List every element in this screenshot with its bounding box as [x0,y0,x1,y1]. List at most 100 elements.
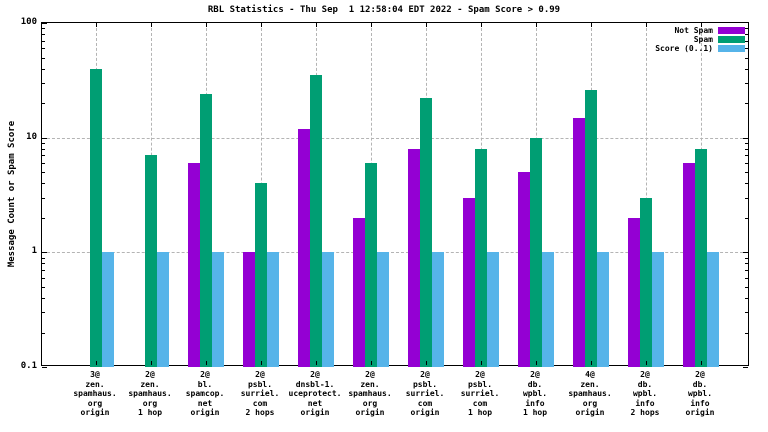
y-tick-mark [42,48,45,50]
x-category-label: 2@ zen. spamhaus. org origin [348,370,392,417]
y-tick-mark [42,34,45,36]
x-tick-mark [646,23,647,27]
y-tick-mark [745,183,748,185]
y-tick-mark [42,183,45,185]
x-category-label: 2@ db. wpbl. info 2 hops [630,370,660,417]
legend-label-score: Score (0..1) [655,44,713,53]
bar-spam [640,197,652,367]
y-tick-mark [745,332,748,334]
y-tick-mark [42,57,45,59]
y-tick-mark [745,48,748,50]
bar-spam [310,75,322,367]
bar-score-0-1- [102,252,114,367]
gridline-horizontal [42,252,748,254]
y-tick-mark [745,148,748,150]
bar-spam [475,148,487,367]
x-tick-mark [96,23,97,27]
x-category-label: 2@ psbl. surriel. com 2 hops [240,370,280,417]
bar-score-0-1- [212,252,224,367]
legend-swatch-not-spam [718,27,745,34]
y-tick-mark [42,217,45,219]
bar-score-0-1- [542,252,554,367]
bar-spam [585,90,597,367]
y-tick-mark [745,197,748,199]
bar-score-0-1- [652,252,664,367]
y-tick-mark [42,257,45,259]
bar-not-spam [408,148,420,367]
y-tick-mark [745,40,748,42]
y-tick-mark [42,172,45,174]
y-tick-label: 0.1 [20,361,37,371]
x-category-label: 2@ psbl. surriel. com origin [405,370,445,417]
y-tick-mark [745,312,748,314]
y-tick-mark [42,298,45,299]
x-tick-mark [701,361,702,365]
x-category-label: 2@ zen. spamhaus. org 1 hop [128,370,172,417]
y-tick-mark [745,83,748,84]
bar-not-spam [353,217,365,367]
y-tick-mark [745,217,748,219]
x-tick-mark [536,23,537,27]
y-tick-mark [42,277,45,279]
y-tick-label: 10 [26,132,37,142]
gridline-horizontal [42,137,748,139]
x-tick-mark [261,361,262,365]
bar-spam [145,155,157,367]
x-category-label: 2@ psbl. surriel. com 1 hop [460,370,500,417]
x-tick-mark [426,23,427,27]
legend-swatch-spam [718,36,745,43]
bar-not-spam [573,117,585,367]
bar-not-spam [243,252,255,367]
x-tick-mark [316,23,317,27]
bar-not-spam [188,163,200,367]
y-tick-mark [42,28,45,30]
x-tick-mark [646,361,647,365]
y-tick-mark [42,103,45,105]
bar-score-0-1- [377,252,389,367]
legend-row-spam: Spam [655,35,745,44]
bar-spam [420,98,432,367]
x-tick-mark [151,23,152,27]
y-tick-mark [42,40,45,42]
y-tick-mark [42,367,47,368]
bar-spam [530,137,542,367]
y-tick-label: 1 [31,246,37,256]
x-tick-mark [206,361,207,365]
x-tick-mark [701,23,702,27]
x-tick-mark [206,23,207,27]
bar-not-spam [298,128,310,367]
x-category-label: 2@ dnsbl-1. uceprotect. net origin [288,370,342,417]
y-tick-mark [42,286,45,288]
bar-spam [90,68,102,367]
x-tick-mark [591,361,592,365]
x-tick-mark [481,361,482,365]
bar-score-0-1- [322,252,334,367]
y-tick-mark [745,277,748,279]
y-tick-mark [42,252,47,254]
y-tick-mark [42,270,45,272]
y-tick-mark [745,257,748,259]
x-tick-mark [426,361,427,365]
y-tick-mark [745,34,748,36]
bar-score-0-1- [157,252,169,367]
y-tick-mark [745,270,748,272]
y-tick-mark [42,312,45,314]
y-tick-mark [745,172,748,174]
x-category-label: 2@ bl. spamcop. net origin [185,370,225,417]
bar-not-spam [628,217,640,367]
y-tick-mark [743,367,748,368]
bar-spam [695,148,707,367]
y-tick-mark [42,155,45,157]
legend-label-spam: Spam [693,35,713,44]
bar-score-0-1- [432,252,444,367]
legend-row-score: Score (0..1) [655,44,745,53]
y-tick-mark [42,148,45,150]
x-tick-mark [481,23,482,27]
y-tick-mark [42,142,45,144]
legend: Not Spam Spam Score (0..1) [655,26,745,53]
bar-score-0-1- [597,252,609,367]
y-tick-mark [42,23,47,24]
y-tick-mark [42,197,45,199]
y-tick-mark [745,68,748,70]
